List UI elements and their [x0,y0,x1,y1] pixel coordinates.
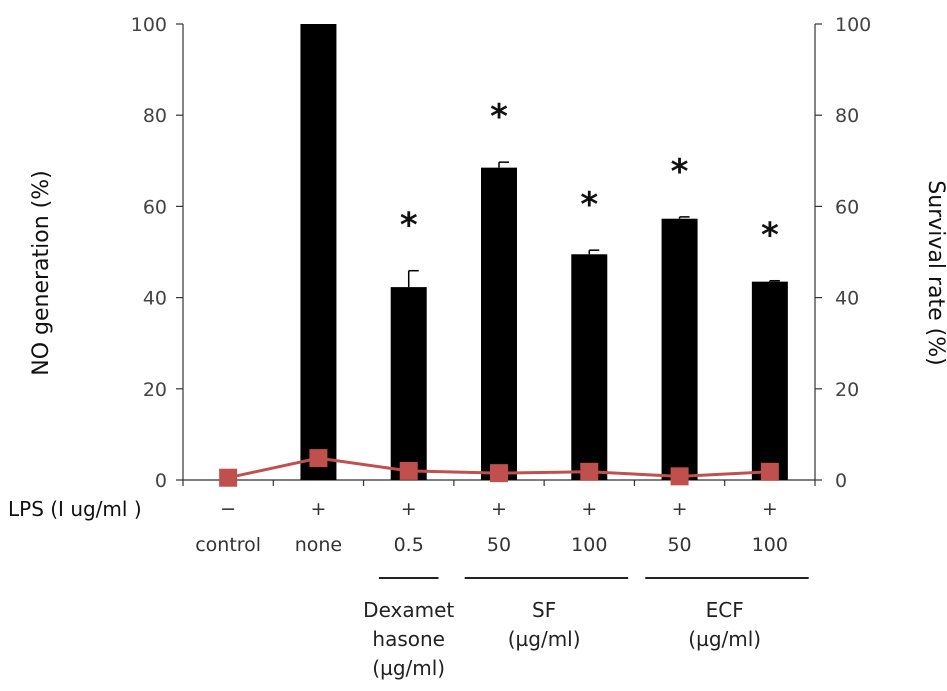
y-tick-label: 60 [143,196,167,218]
group-label: (µg/ml) [372,656,445,680]
group-label: (µg/ml) [688,627,761,651]
bar [661,218,698,480]
y-tick-label: 40 [143,288,167,310]
group-label: ECF [706,598,744,622]
lps-label: LPS (I ug/ml ) [8,497,142,521]
lps-mark: + [401,498,417,520]
axes: 0 0 20 20 40 40 60 60 80 80 100 100 [131,14,872,492]
y2-tick-label: 40 [835,288,859,310]
group-label: Dexamet [363,598,454,622]
bar [481,167,517,480]
lps-mark: + [581,498,597,520]
category-label: none [295,534,342,556]
lps-mark: + [672,498,688,520]
category-label: control [195,534,261,556]
bar [390,287,427,480]
survival-marker [309,449,328,468]
survival-marker [580,462,599,481]
y2-tick-label: 100 [835,14,871,36]
y2-axis-title: Survival rate (%) [923,180,947,365]
lps-mark: + [762,498,778,520]
significance-marker: * [671,152,689,192]
group-label: (µg/ml) [508,627,581,651]
bar [571,254,608,480]
lps-mark: − [220,498,236,520]
lps-mark: + [491,498,507,520]
bars [300,24,788,480]
y-tick-label: 0 [155,470,167,492]
category-label: 50 [667,534,691,556]
survival-marker [399,461,418,480]
labels: * * * * * − + + + + + + control none 0.5 50 100 50 100 Dexa… [195,97,809,680]
significance-marker: * [490,97,508,137]
survival-marker [670,467,689,486]
category-label: 100 [571,534,607,556]
survival-line [219,449,779,487]
lps-mark: + [310,498,326,520]
y-tick-label: 100 [131,14,167,36]
y2-tick-label: 60 [835,196,859,218]
y-tick-label: 80 [143,105,167,127]
bar [300,24,337,480]
y2-tick-label: 20 [835,379,859,401]
group-label: hasone [372,627,445,651]
significance-marker: * [580,185,598,225]
survival-marker [490,464,508,483]
survival-marker [760,462,779,481]
category-label: 100 [752,534,788,556]
survival-marker [219,468,238,487]
y-axis-title: NO generation (%) [29,170,54,375]
group-label: SF [532,598,556,622]
category-label: 0.5 [394,534,424,556]
significance-marker: * [761,216,779,256]
y2-tick-label: 0 [835,470,847,492]
category-label: 50 [487,534,511,556]
y2-tick-label: 80 [835,105,859,127]
y-tick-label: 20 [143,379,167,401]
bar [751,281,788,480]
significance-marker: * [400,206,418,246]
